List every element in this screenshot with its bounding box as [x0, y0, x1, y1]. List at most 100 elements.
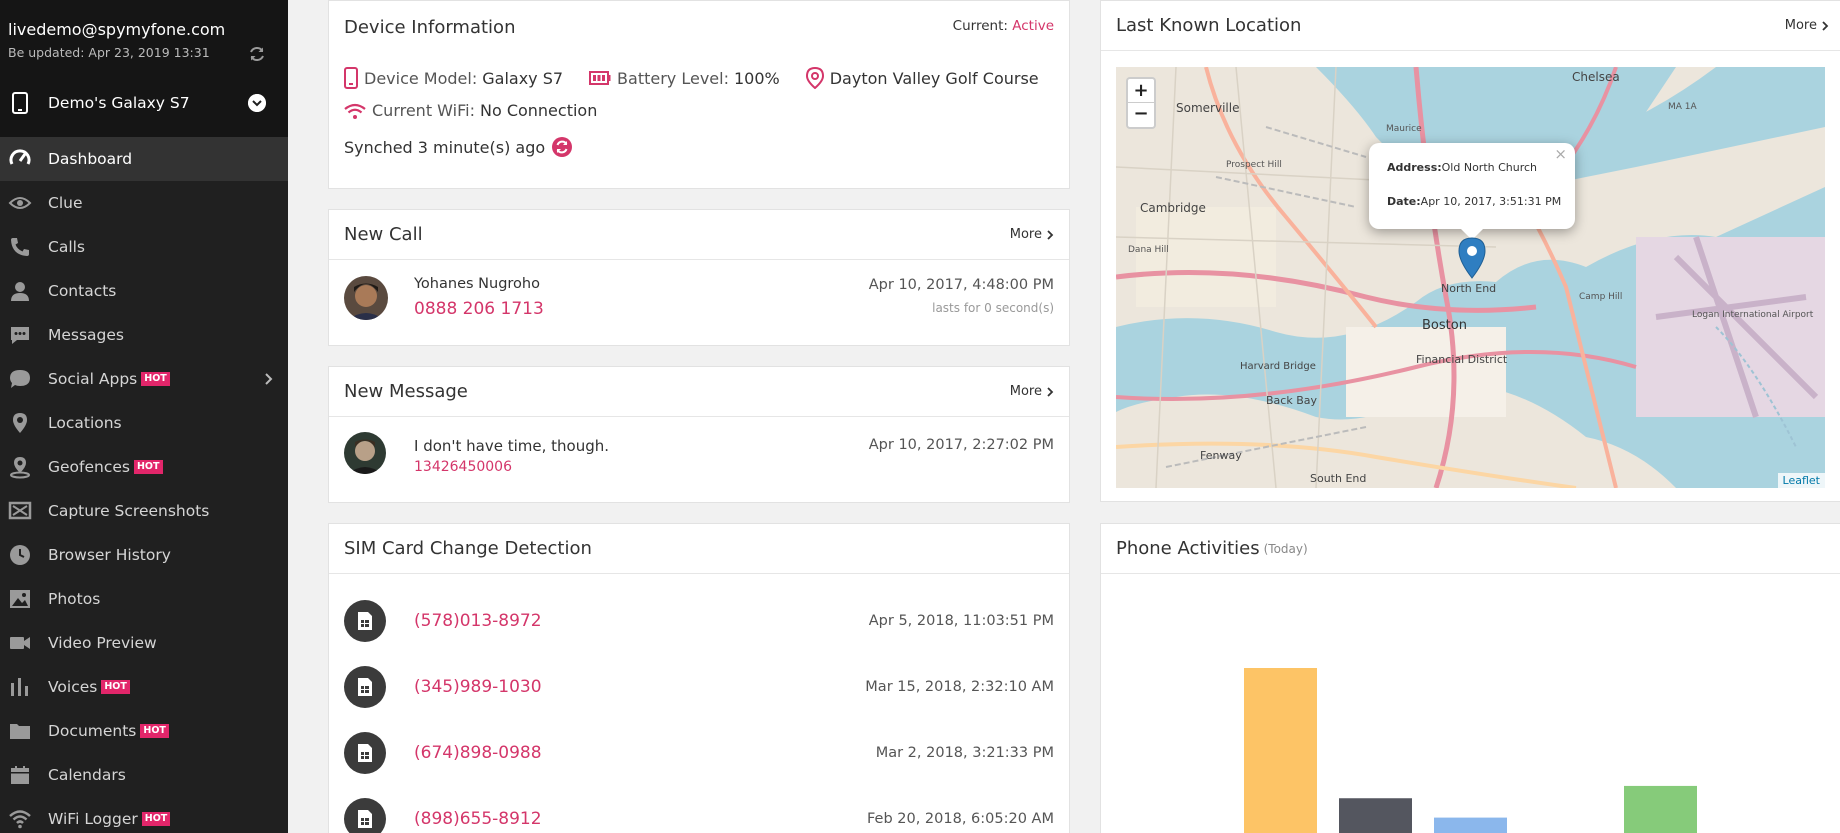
account-panel: livedemo@spymyfone.com Be updated: Apr 2…: [0, 0, 288, 137]
card-title: New Call: [344, 224, 423, 245]
chevron-right-icon: [1047, 386, 1054, 397]
clock-icon: [8, 543, 32, 567]
chart-bar-3[interactable]: [1434, 817, 1507, 833]
chart-bar-2[interactable]: [1339, 798, 1412, 833]
sidebar-item-calendars[interactable]: Calendars: [0, 753, 288, 797]
more-link[interactable]: More: [1010, 227, 1054, 242]
sidebar-item-calls[interactable]: Calls: [0, 225, 288, 269]
card-header: Phone Activities (Today): [1101, 524, 1840, 574]
call-duration: lasts for 0 second(s): [932, 301, 1054, 315]
card-title: New Message: [344, 381, 468, 402]
sidebar-item-voices[interactable]: Voices HOT: [0, 665, 288, 709]
sidebar-item-label: Photos: [48, 590, 101, 608]
sidebar-item-label: Messages: [48, 326, 125, 344]
sim-number[interactable]: (345)989-1030: [414, 677, 542, 697]
sidebar-item-messages[interactable]: Messages: [0, 313, 288, 357]
message-number[interactable]: 13426450006: [414, 459, 512, 475]
sidebar-item-browser-history[interactable]: Browser History: [0, 533, 288, 577]
sim-number[interactable]: (898)655-8912: [414, 809, 542, 829]
more-label: More: [1009, 384, 1042, 399]
popup-date-label: Date:: [1387, 195, 1421, 208]
caller-name: Yohanes Nugroho: [414, 276, 540, 292]
chevron-right-icon: [1822, 20, 1829, 31]
chart-bar-1[interactable]: [1244, 668, 1317, 833]
new-message-card: New Message More I don't have time, thou…: [328, 366, 1070, 503]
video-icon: [8, 631, 32, 655]
sidebar-item-capture-screenshots[interactable]: Capture Screenshots: [0, 489, 288, 533]
device-location[interactable]: Dayton Valley Golf Course: [805, 67, 1039, 89]
eye-icon: [8, 191, 32, 215]
sidebar-item-documents[interactable]: Documents HOT: [0, 709, 288, 753]
caller-number[interactable]: 0888 206 1713: [414, 299, 544, 319]
status-label: Current:: [952, 18, 1008, 34]
sidebar-item-label: Contacts: [48, 282, 117, 300]
map-marker-icon[interactable]: [1457, 237, 1487, 279]
sidebar-item-locations[interactable]: Locations: [0, 401, 288, 445]
map-label: North End: [1441, 282, 1496, 295]
popup-address: Address:Old North Church: [1387, 161, 1537, 174]
more-link[interactable]: More: [1785, 18, 1829, 33]
device-selector[interactable]: Demo's Galaxy S7: [0, 84, 288, 122]
more-link[interactable]: More: [1010, 384, 1054, 399]
map-label: Prospect Hill: [1226, 160, 1282, 170]
list-item: (674)898-0988 Mar 2, 2018, 3:21:33 PM: [344, 731, 1054, 775]
map[interactable]: Somerville Chelsea Cambridge North End B…: [1116, 67, 1825, 488]
popup-close-button[interactable]: ×: [1554, 145, 1567, 163]
popup-date-value: Apr 10, 2017, 3:51:31 PM: [1420, 195, 1562, 208]
chevron-right-icon: [1047, 229, 1054, 240]
sim-date: Feb 20, 2018, 6:05:20 AM: [866, 811, 1054, 827]
call-date: Apr 10, 2017, 4:48:00 PM: [868, 277, 1054, 293]
sync-status: Synched 3 minute(s) ago: [344, 137, 546, 157]
avatar: [344, 276, 388, 320]
screenshot-icon: [8, 499, 32, 523]
sidebar-item-contacts[interactable]: Contacts: [0, 269, 288, 313]
hot-badge: HOT: [133, 460, 163, 474]
refresh-icon[interactable]: [248, 45, 266, 63]
map-label: Chelsea: [1572, 70, 1620, 84]
map-label: Dana Hill: [1128, 245, 1169, 255]
popup-address-label: Address:: [1387, 161, 1442, 174]
sidebar-item-label: Capture Screenshots: [48, 502, 210, 520]
chart-bar-4[interactable]: [1624, 785, 1697, 833]
zoom-out-button[interactable]: −: [1133, 103, 1149, 124]
device-status: Current: Active: [953, 18, 1054, 34]
sidebar: livedemo@spymyfone.com Be updated: Apr 2…: [0, 0, 288, 833]
zoom-in-button[interactable]: +: [1128, 79, 1154, 103]
sim-date: Mar 2, 2018, 3:21:33 PM: [875, 745, 1054, 761]
geofence-icon: [8, 455, 32, 479]
sim-number[interactable]: (578)013-8972: [414, 611, 542, 631]
calendar-icon: [8, 763, 32, 787]
phone-icon: [8, 235, 32, 259]
zoom-control: + −: [1126, 77, 1156, 129]
wifi-row: Current WiFi: No Connection: [344, 101, 597, 120]
card-title: Phone Activities: [1116, 538, 1260, 559]
chevron-down-icon[interactable]: [248, 94, 266, 112]
hot-badge: HOT: [140, 724, 169, 738]
sidebar-item-social-apps[interactable]: Social Apps HOT: [0, 357, 288, 401]
sidebar-item-dashboard[interactable]: Dashboard: [0, 137, 288, 181]
sidebar-item-label: Clue: [48, 194, 83, 212]
more-label: More: [1784, 18, 1817, 33]
map-label: Boston: [1422, 318, 1467, 333]
sim-number[interactable]: (674)898-0988: [414, 743, 542, 763]
sidebar-item-label: Calls: [48, 238, 86, 256]
sidebar-item-wifi-logger[interactable]: WiFi Logger HOT: [0, 797, 288, 833]
sync-icon[interactable]: [551, 136, 573, 158]
sidebar-item-geofences[interactable]: Geofences HOT: [0, 445, 288, 489]
map-label: South End: [1310, 472, 1366, 485]
sidebar-item-video-preview[interactable]: Video Preview: [0, 621, 288, 665]
list-item: (578)013-8972 Apr 5, 2018, 11:03:51 PM: [344, 599, 1054, 643]
folder-icon: [8, 719, 32, 743]
message-date: Apr 10, 2017, 2:27:02 PM: [868, 437, 1054, 453]
map-label: Financial District: [1416, 353, 1508, 366]
sidebar-item-clue[interactable]: Clue: [0, 181, 288, 225]
sync-row: Synched 3 minute(s) ago: [344, 136, 573, 158]
popup-tip: [1460, 228, 1484, 240]
sidebar-item-photos[interactable]: Photos: [0, 577, 288, 621]
sim-card-icon: [344, 732, 386, 774]
map-attribution[interactable]: Leaflet: [1777, 473, 1825, 488]
device-model: Device Model: Galaxy S7: [344, 67, 563, 89]
wifi-icon: [344, 103, 366, 119]
card-title: SIM Card Change Detection: [344, 538, 592, 559]
battery-level: Battery Level: 100%: [589, 69, 780, 88]
